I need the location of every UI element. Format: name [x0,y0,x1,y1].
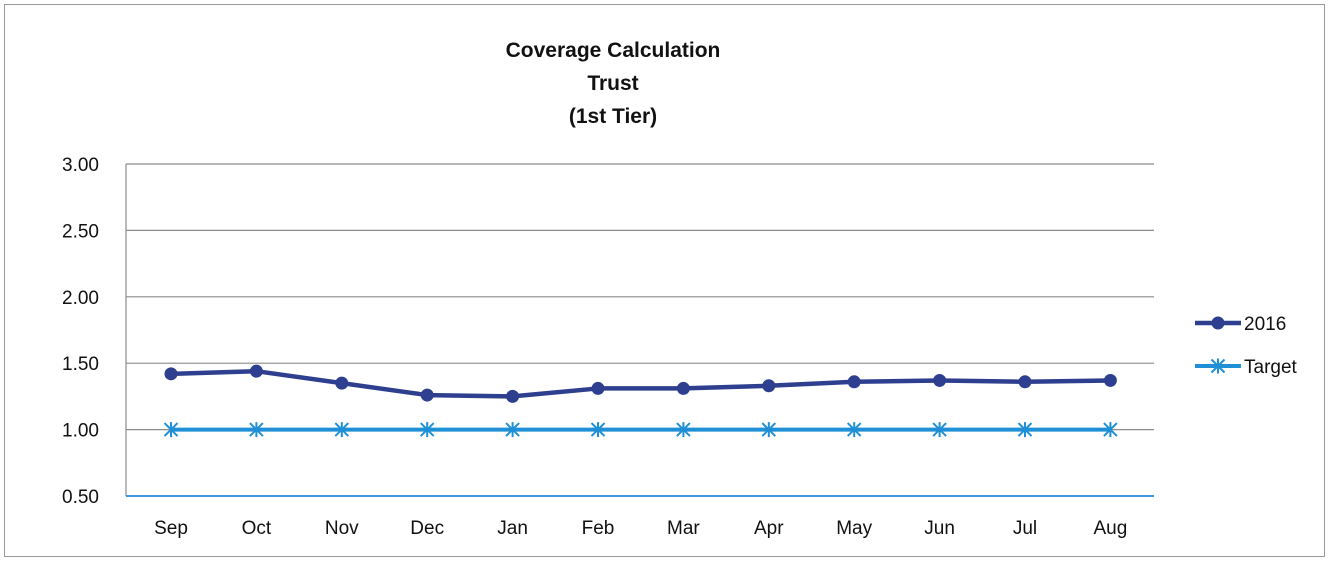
x-tick-label-apr: Apr [754,518,784,539]
point-2016-nov [335,376,349,390]
point-target-apr [761,422,777,438]
chart-title-line-3: (1st Tier) [569,105,657,128]
point-2016-apr [762,379,776,393]
y-tick-label-5: 3.00 [62,155,99,176]
legend: 2016 Target [1195,314,1298,378]
chart-title-line-1: Coverage Calculation [506,39,721,62]
legend-label-2016: 2016 [1244,314,1286,335]
point-2016-feb [591,381,605,395]
series-2016 [164,364,1117,403]
point-target-oct [249,422,264,438]
legend-marker-target [1210,358,1226,374]
point-2016-mar [676,381,690,395]
series-target [163,422,1118,438]
point-2016-dec [420,388,434,402]
point-2016-may [847,375,861,389]
point-target-jul [1017,422,1033,438]
x-tick-label-feb: Feb [582,518,615,539]
chart-frame: Coverage Calculation Trust (1st Tier) 0.… [4,4,1325,557]
legend-entry-target: Target [1195,357,1298,378]
point-2016-sep [164,367,178,381]
x-tick-label-sep: Sep [154,518,188,539]
point-target-jan [505,422,520,438]
point-target-dec [419,422,435,438]
point-target-may [846,422,862,438]
series-lines [163,364,1118,438]
chart-title: Coverage Calculation Trust (1st Tier) [506,39,721,128]
series-line-2016 [170,368,1111,399]
point-target-nov [334,422,350,438]
point-2016-aug [1103,373,1117,387]
point-target-sep [163,422,179,438]
x-tick-label-may: May [836,518,872,539]
y-tick-label-4: 2.50 [62,221,99,242]
x-tick-label-oct: Oct [242,518,272,539]
x-tick-label-aug: Aug [1093,518,1127,539]
x-tick-label-mar: Mar [667,518,700,539]
y-tick-label-1: 1.00 [62,421,99,442]
point-2016-jul [1018,375,1032,389]
coverage-line-chart: Coverage Calculation Trust (1st Tier) 0.… [62,39,1298,539]
y-tick-label-2: 1.50 [62,354,99,375]
point-2016-jan [506,389,520,403]
point-2016-oct [249,364,263,378]
chart-title-line-2: Trust [587,72,638,95]
point-target-aug [1103,422,1118,438]
y-axis-tick-labels: 0.50 1.00 1.50 2.00 2.50 3.00 [62,155,99,508]
point-target-feb [590,422,606,438]
y-tick-label-0: 0.50 [62,487,99,508]
y-tick-label-3: 2.00 [62,288,99,309]
legend-label-target: Target [1244,357,1298,378]
legend-entry-2016: 2016 [1195,314,1286,335]
point-target-mar [676,422,691,438]
point-2016-jun [933,373,947,387]
x-tick-label-jul: Jul [1013,518,1037,539]
x-tick-label-jun: Jun [924,518,955,539]
x-axis-tick-labels: Sep Oct Nov Dec Jan Feb Mar Apr May Jun Jul Aug [154,518,1127,539]
axes [125,164,1154,497]
legend-marker-2016 [1211,316,1225,330]
x-tick-label-nov: Nov [325,518,359,539]
x-tick-label-dec: Dec [410,518,444,539]
point-target-jun [932,422,947,438]
x-tick-label-jan: Jan [497,518,528,539]
